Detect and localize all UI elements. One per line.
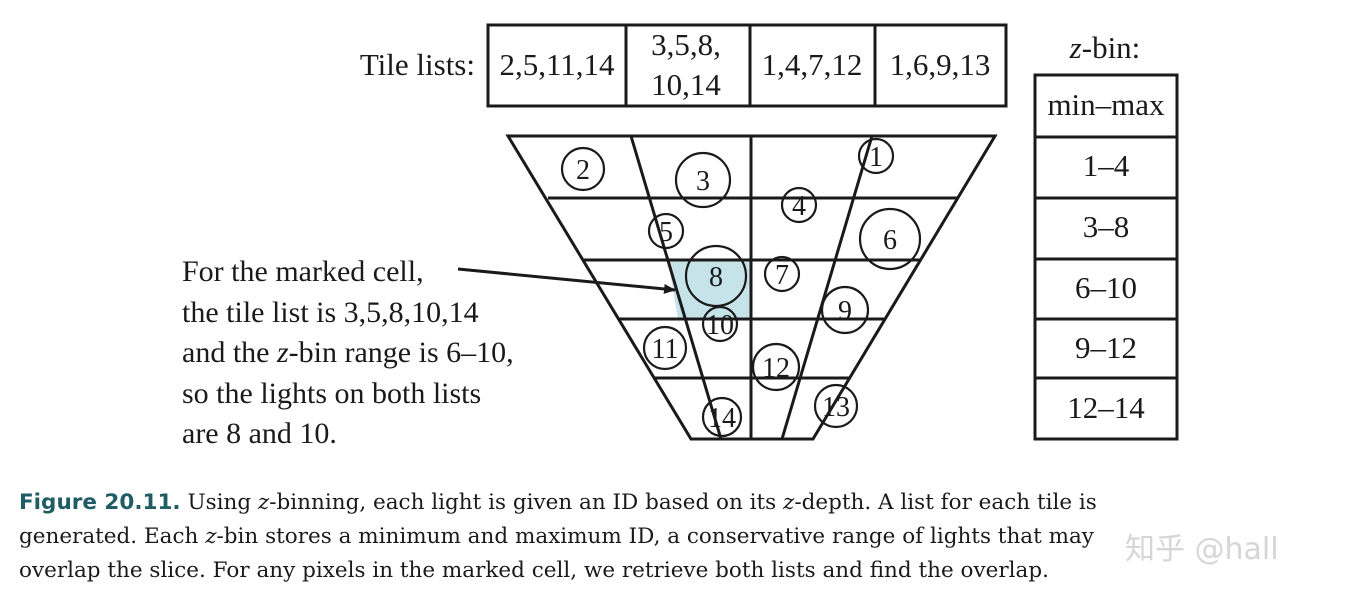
caption-line-3: overlap the slice. For any pixels in the… bbox=[19, 558, 1049, 583]
annotation-line-5: are 8 and 10. bbox=[182, 417, 337, 450]
zbin-row-5: 12–14 bbox=[1067, 390, 1145, 425]
zbin-title-z: z bbox=[1069, 30, 1082, 65]
tile-list-cell-4: 1,6,9,13 bbox=[890, 47, 991, 82]
tile-list-cell-2-line2: 10,14 bbox=[651, 67, 721, 102]
annotation-line-3: and the z-bin range is 6–10, bbox=[182, 333, 514, 374]
caption-line-1: Figure 20.11. Using z-binning, each ligh… bbox=[19, 486, 1339, 520]
zbin-row-1: 1–4 bbox=[1083, 148, 1130, 183]
light-label-12: 12 bbox=[762, 353, 790, 384]
zbin-row-3: 6–10 bbox=[1075, 270, 1137, 305]
light-label-4: 4 bbox=[792, 191, 806, 222]
tile-lists-table bbox=[486, 23, 1008, 108]
caption-label: Figure 20.11. bbox=[19, 490, 181, 515]
annotation-line-3-post: -bin range is 6–10, bbox=[288, 336, 514, 369]
caption-l1-a: Using bbox=[180, 490, 258, 515]
caption-l2-z: z bbox=[205, 524, 217, 549]
caption-l2-b: -bin stores a minimum and maximum ID, a … bbox=[216, 524, 1094, 549]
caption-l1-b: -binning, each light is given an ID base… bbox=[269, 490, 784, 515]
tile-lists-label: Tile lists: bbox=[360, 47, 475, 82]
annotation-line-3-z: z bbox=[276, 336, 289, 369]
annotation-line-1: For the marked cell, bbox=[182, 255, 424, 288]
light-label-2: 2 bbox=[576, 155, 590, 186]
figure-caption: Figure 20.11. Using z-binning, each ligh… bbox=[19, 486, 1339, 588]
light-label-8: 8 bbox=[709, 262, 723, 293]
annotation-line-3-pre: and the bbox=[182, 336, 277, 369]
tile-list-cell-3: 1,4,7,12 bbox=[762, 47, 863, 82]
zbin-table bbox=[1033, 73, 1179, 441]
frustum bbox=[505, 134, 998, 441]
light-label-7: 7 bbox=[775, 260, 789, 291]
light-label-9: 9 bbox=[838, 296, 852, 327]
marked-cell bbox=[668, 260, 751, 319]
zbin-title-rest: -bin: bbox=[1082, 30, 1141, 65]
tile-list-cell-2-line1: 3,5,8, bbox=[651, 27, 721, 62]
light-labels: 1 2 3 4 5 6 7 8 9 10 11 12 13 14 bbox=[576, 142, 897, 434]
annotation-text: For the marked cell, the tile list is 3,… bbox=[182, 252, 514, 455]
light-label-5: 5 bbox=[659, 217, 673, 248]
light-label-6: 6 bbox=[883, 225, 897, 256]
light-label-11: 11 bbox=[652, 334, 679, 365]
light-label-13: 13 bbox=[822, 392, 850, 423]
zbin-header: min–max bbox=[1047, 87, 1165, 122]
light-circles bbox=[560, 137, 922, 438]
tile-list-cell-1: 2,5,11,14 bbox=[499, 47, 615, 82]
caption-l2-a: generated. Each bbox=[19, 524, 206, 549]
caption-l1-z2: z bbox=[783, 490, 795, 515]
caption-l1-z1: z bbox=[257, 490, 270, 515]
zbin-row-4: 9–12 bbox=[1075, 330, 1137, 365]
light-label-14: 14 bbox=[708, 403, 736, 434]
light-label-10: 10 bbox=[706, 310, 734, 341]
annotation-line-2: the tile list is 3,5,8,10,14 bbox=[182, 295, 479, 329]
light-label-1: 1 bbox=[869, 142, 883, 173]
annotation-arrow bbox=[457, 267, 676, 294]
caption-line-2: generated. Each z-bin stores a minimum a… bbox=[19, 520, 1339, 554]
annotation-line-4: so the lights on both lists bbox=[182, 376, 482, 410]
watermark: 知乎 @hall bbox=[1125, 532, 1279, 567]
zbin-title: z-bin: bbox=[1069, 30, 1141, 65]
light-label-3: 3 bbox=[696, 166, 710, 197]
zbin-row-2: 3–8 bbox=[1083, 209, 1130, 244]
caption-l1-c: -depth. A list for each tile is bbox=[794, 490, 1097, 515]
